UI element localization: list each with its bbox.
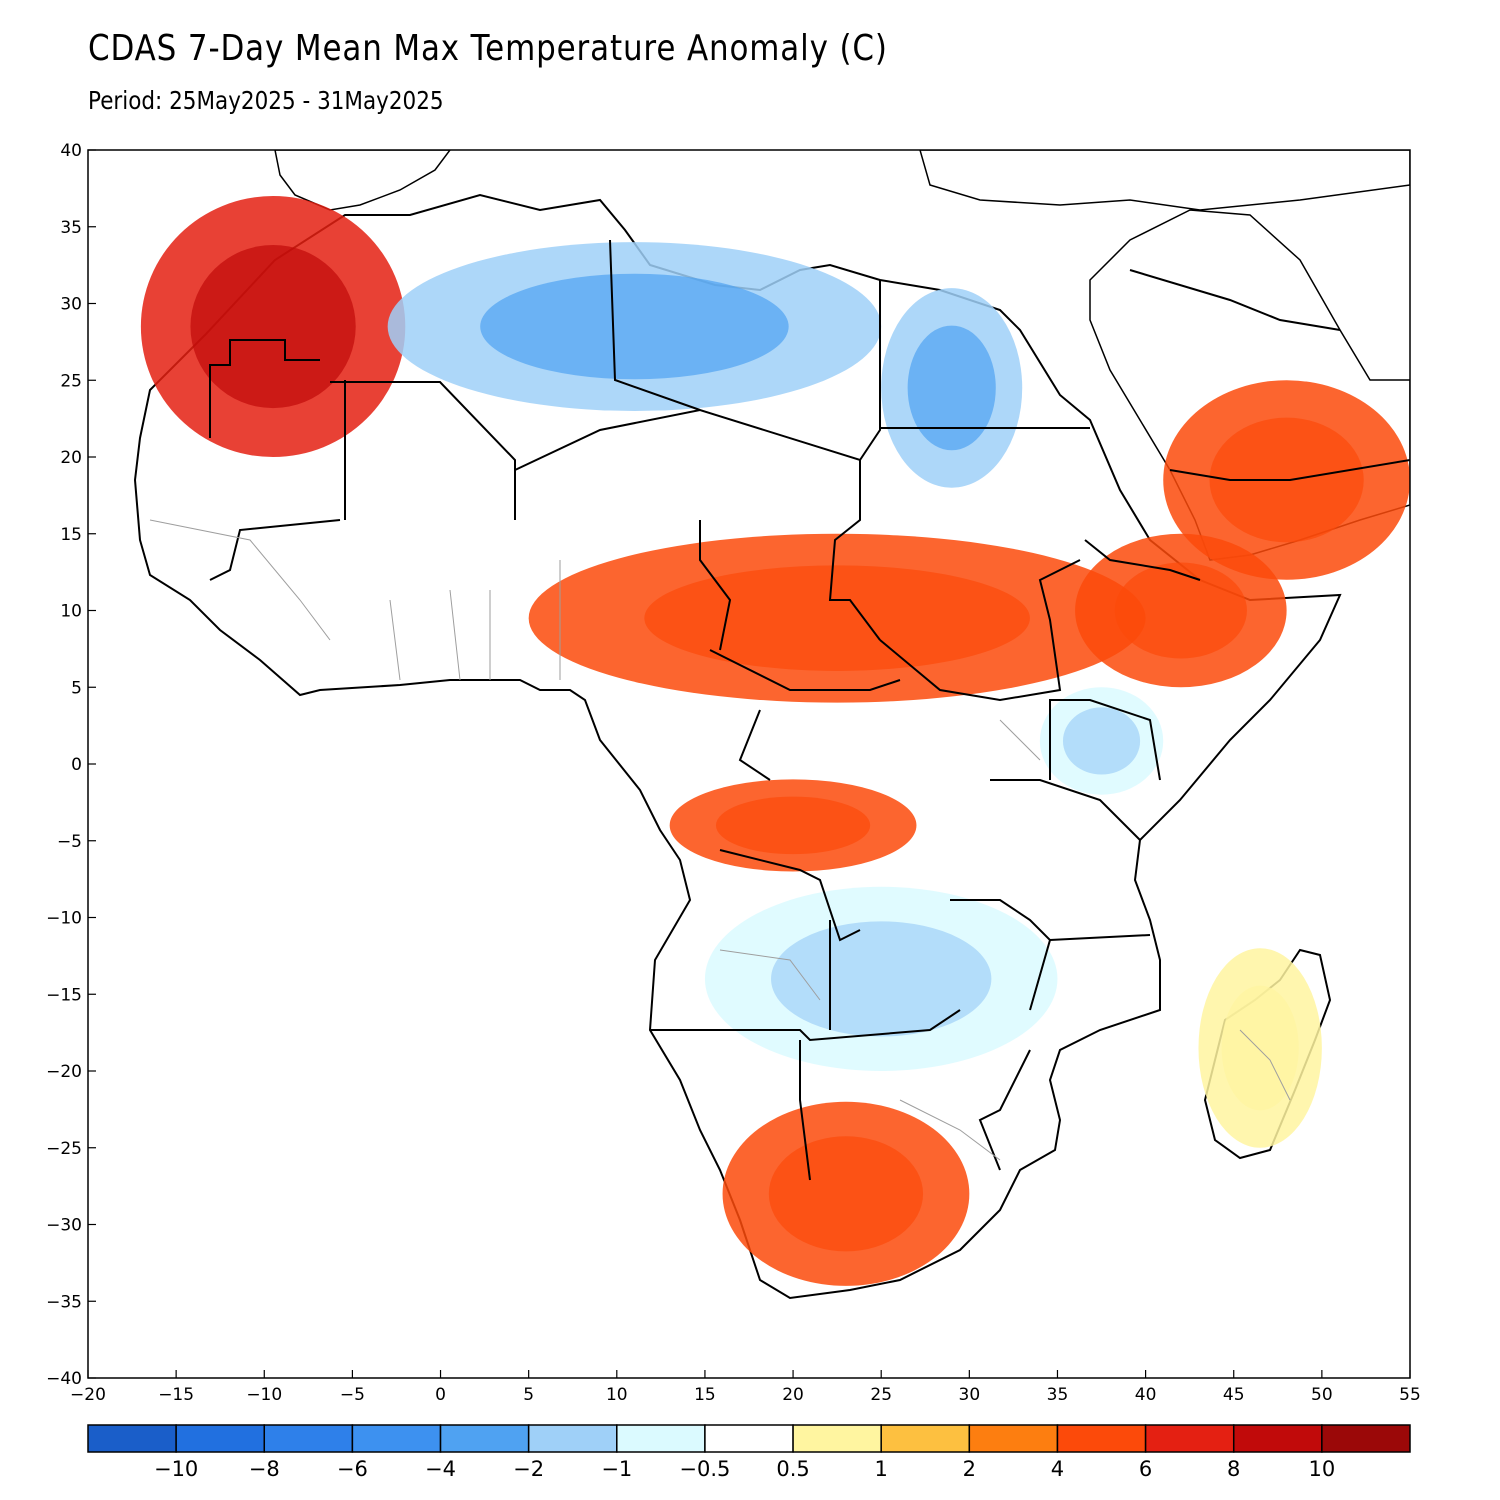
y-tick-label: −35: [46, 1292, 82, 1312]
turkey-land: [919, 150, 1410, 211]
y-tick-label: 25: [60, 371, 82, 391]
x-tick-label: −20: [70, 1385, 106, 1405]
colorbar-swatch: [1321, 1424, 1411, 1453]
colorbar-swatch: [880, 1424, 971, 1453]
y-tick-label: 35: [60, 218, 82, 238]
colorbar-label: 8: [1227, 1457, 1240, 1481]
colorbar-label: 6: [1139, 1457, 1152, 1481]
x-tick-label: 10: [606, 1385, 628, 1405]
x-tick-label: −15: [158, 1385, 194, 1405]
y-tick-label: −15: [46, 985, 82, 1005]
y-tick-label: 5: [71, 678, 82, 698]
x-tick-label: 0: [435, 1385, 446, 1405]
colorbar-swatch: [616, 1424, 706, 1453]
country-borders-minor: [149, 519, 1291, 1161]
colorbar-swatch: [968, 1424, 1059, 1453]
anomaly-region-core-9: [1114, 562, 1247, 659]
x-tick-label: 25: [870, 1385, 892, 1405]
anomaly-region-core-3: [644, 565, 1030, 671]
page-title: CDAS 7-Day Mean Max Temperature Anomaly …: [88, 28, 888, 69]
y-tick-label: −40: [46, 1369, 82, 1389]
anomaly-region-core-5: [715, 796, 871, 855]
colorbar-label: −1: [601, 1457, 632, 1481]
colorbar-label: −0.5: [679, 1457, 730, 1481]
colorbar-label: 4: [1051, 1457, 1064, 1481]
country-borders: [209, 239, 1410, 1181]
colorbar-swatch: [1056, 1424, 1147, 1453]
colorbar-swatch: [263, 1424, 354, 1453]
colorbar-label: −2: [513, 1457, 544, 1481]
anomaly-region-core-8: [1221, 985, 1299, 1111]
colorbar-swatch: [527, 1424, 618, 1453]
y-tick-label: −25: [46, 1139, 82, 1159]
colorbar-swatch: [704, 1424, 794, 1453]
x-tick-label: 30: [959, 1385, 981, 1405]
y-tick-label: 0: [71, 755, 82, 775]
y-tick-label: −20: [46, 1062, 82, 1082]
anomaly-region-core-1: [480, 273, 789, 380]
colorbar-swatch: [87, 1424, 177, 1453]
colorbar-label: −6: [337, 1457, 368, 1481]
x-tick-label: 50: [1311, 1385, 1333, 1405]
y-tick-label: 30: [60, 295, 82, 315]
y-tick-label: 40: [60, 141, 82, 161]
x-tick-label: 55: [1399, 1385, 1421, 1405]
colorbar-swatch: [439, 1424, 530, 1453]
colorbar-swatch: [792, 1424, 882, 1453]
y-axis: 40 35 30 25 20 15 10 5 0 −5 −10 −15 −20 −25 −30 −35 −40: [46, 141, 96, 1389]
x-tick-label: 15: [694, 1385, 716, 1405]
colorbar-label: 1: [875, 1457, 888, 1481]
colorbar-swatch: [175, 1424, 266, 1453]
colorbar-label: −10: [154, 1457, 198, 1481]
colorbar-swatch: [1232, 1424, 1323, 1453]
anomaly-region-core-6: [771, 921, 992, 1037]
colorbar-label: −8: [249, 1457, 280, 1481]
x-tick-label: −5: [340, 1385, 365, 1405]
y-tick-label: −10: [46, 909, 82, 929]
x-tick-label: 20: [782, 1385, 804, 1405]
colorbar-label: 2: [963, 1457, 976, 1481]
anomaly-shading: [140, 196, 1410, 1286]
colorbar-swatch: [1144, 1424, 1235, 1453]
x-tick-label: 35: [1047, 1385, 1069, 1405]
x-tick-label: 5: [523, 1385, 534, 1405]
period-subtitle: Period: 25May2025 - 31May2025: [88, 86, 444, 115]
anomaly-region-core-7: [768, 1136, 924, 1252]
anomaly-region-core-2: [907, 325, 996, 451]
x-tick-label: 45: [1223, 1385, 1245, 1405]
colorbar-label: 0.5: [776, 1457, 809, 1481]
anomaly-region-core-10: [1062, 707, 1141, 775]
y-tick-label: −30: [46, 1216, 82, 1236]
x-axis: −20 −15 −10 −5 0 5 10 15 20 25 30 35 40 45 50 55: [70, 1370, 1421, 1405]
y-tick-label: 10: [60, 602, 82, 622]
y-tick-label: −5: [57, 832, 82, 852]
anomaly-region-core-0: [190, 244, 356, 409]
colorbar-label: 10: [1308, 1457, 1335, 1481]
y-tick-label: 15: [60, 525, 82, 545]
x-tick-label: 40: [1135, 1385, 1157, 1405]
colorbar-label: −4: [425, 1457, 456, 1481]
europe-land: [274, 150, 451, 211]
colorbar: −10 −8 −6 −4 −2 −1 −0.5 0.5 1 2 4 6 8 10: [87, 1424, 1411, 1481]
colorbar-swatch: [351, 1424, 442, 1453]
x-tick-label: −10: [246, 1385, 282, 1405]
y-tick-label: 20: [60, 448, 82, 468]
